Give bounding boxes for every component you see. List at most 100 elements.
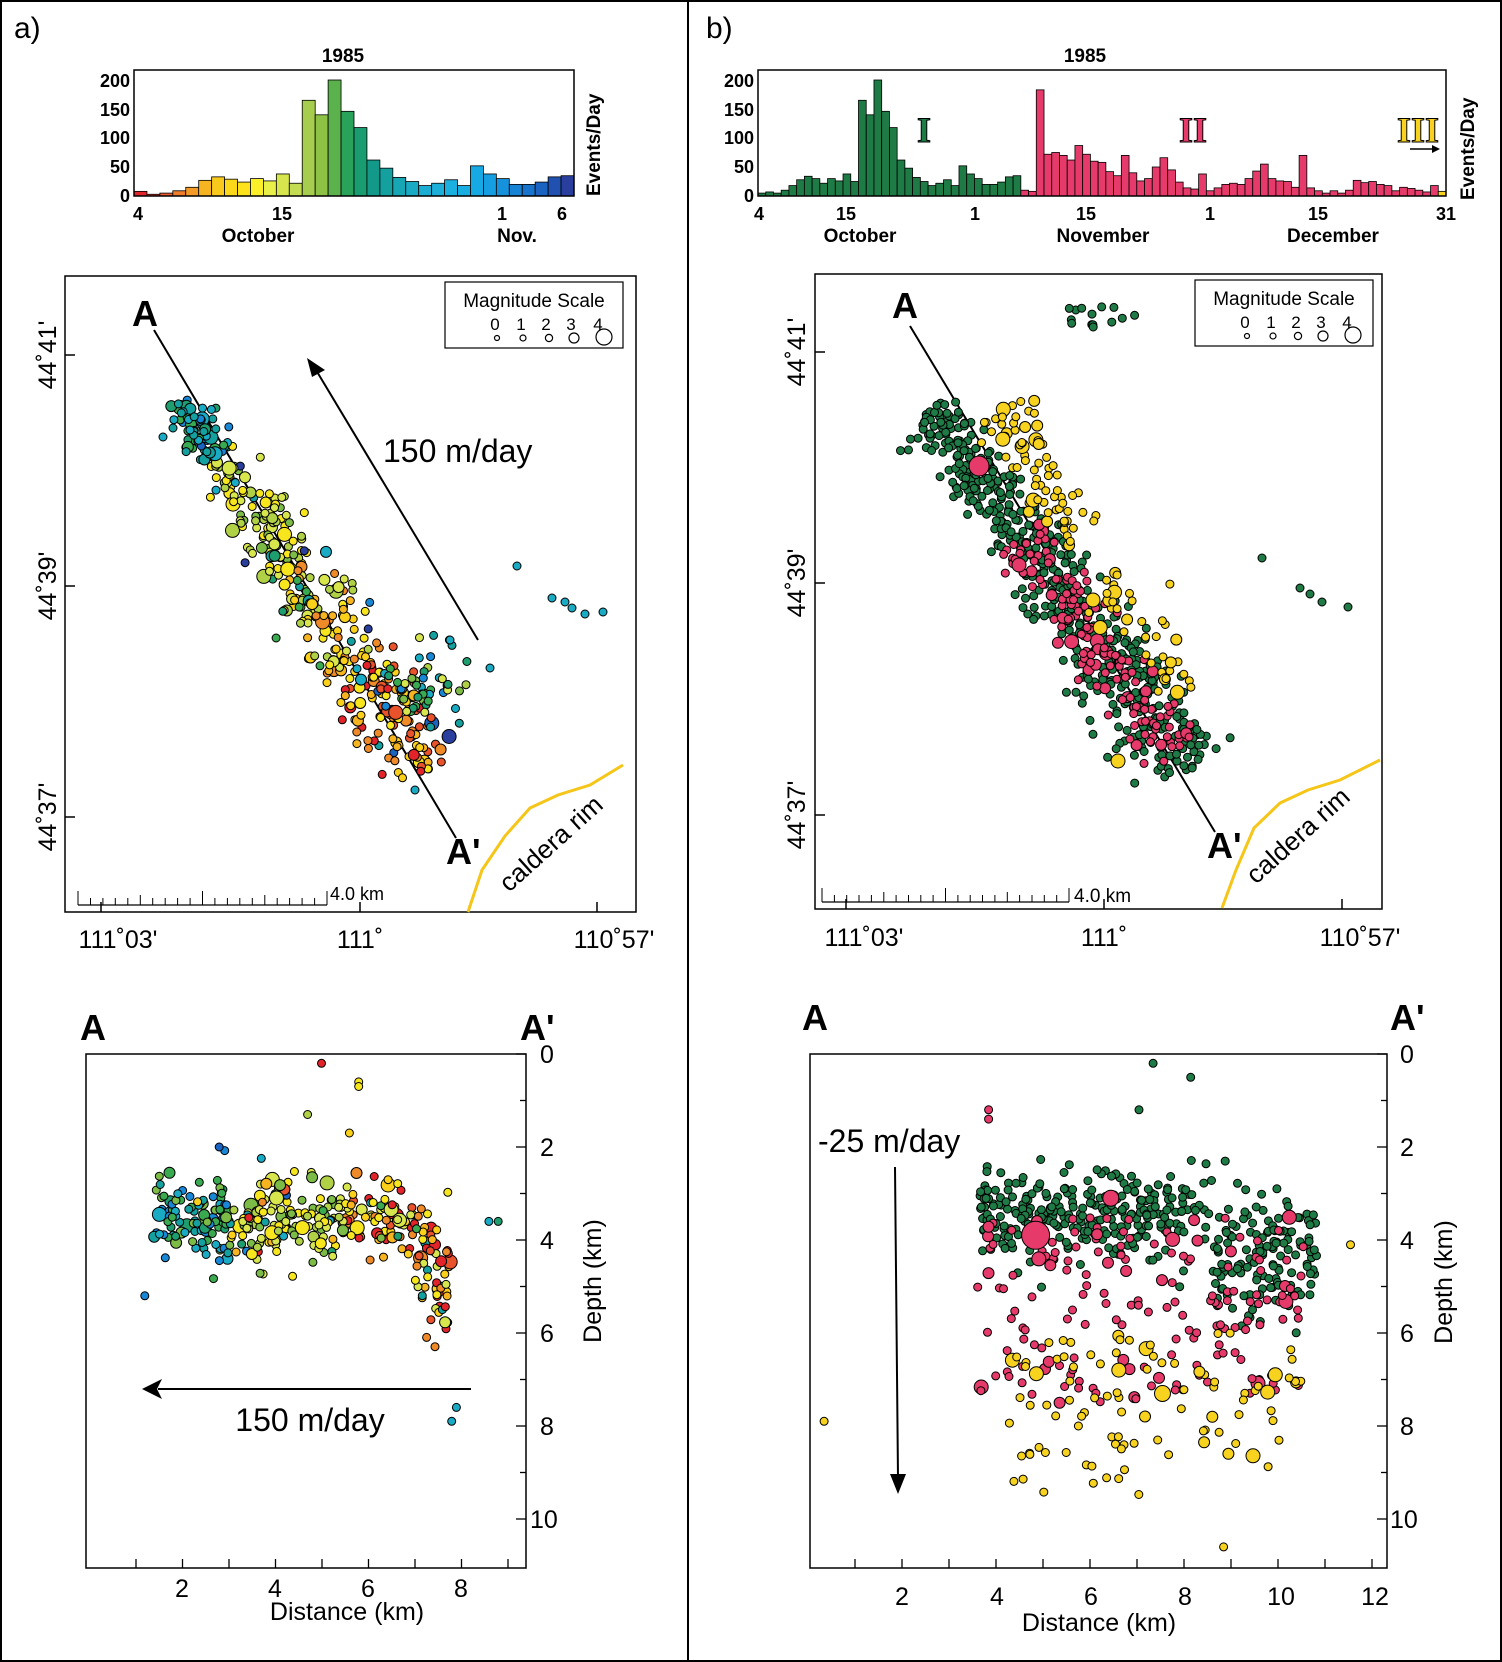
y-tick-label: 2 xyxy=(540,1134,554,1162)
event-dot xyxy=(339,656,349,666)
event-dot xyxy=(1165,768,1174,778)
event-dot xyxy=(1267,1367,1283,1383)
legend-title: Magnitude Scale xyxy=(1213,289,1355,310)
event-dot xyxy=(1052,486,1062,495)
section-label-a-prime: A' xyxy=(1390,997,1425,1038)
event-dot xyxy=(951,397,961,407)
event-dot xyxy=(1018,603,1028,613)
event-dot xyxy=(1068,523,1078,533)
event-dot xyxy=(1071,687,1081,697)
event-dot xyxy=(1021,593,1030,603)
event-dot xyxy=(418,1234,428,1244)
histogram-bar xyxy=(919,181,929,197)
event-dot xyxy=(1162,1302,1172,1312)
event-dot xyxy=(248,548,257,558)
event-dot xyxy=(1253,1236,1262,1246)
event-dot xyxy=(390,756,400,766)
histogram-a-ylabel: Events/Day xyxy=(584,93,605,196)
event-dot xyxy=(1241,1325,1251,1335)
histogram-bar xyxy=(508,183,523,197)
event-dot xyxy=(1119,1227,1128,1237)
event-dot xyxy=(1044,1259,1057,1272)
event-dot xyxy=(336,1224,349,1237)
event-dot xyxy=(1124,1215,1134,1224)
event-dot xyxy=(959,446,969,456)
event-dot xyxy=(303,618,313,628)
event-dot xyxy=(315,1194,325,1204)
event-dot xyxy=(1306,1279,1316,1289)
histogram-bar xyxy=(1252,170,1261,197)
histogram-bar xyxy=(803,175,813,197)
event-dot xyxy=(359,633,369,643)
event-dot xyxy=(1058,498,1068,508)
event-dot xyxy=(1223,1204,1233,1214)
event-dot xyxy=(944,443,954,453)
event-dot xyxy=(308,1257,318,1267)
event-dot xyxy=(299,546,309,556)
event-dot xyxy=(230,478,240,488)
event-dot xyxy=(1266,1283,1276,1293)
histogram-bar xyxy=(1430,185,1439,197)
event-dot xyxy=(1099,643,1109,653)
event-dot xyxy=(214,1256,224,1266)
event-dot xyxy=(1346,1240,1355,1250)
event-dot xyxy=(1011,1178,1021,1188)
event-dot xyxy=(1179,669,1189,679)
histogram-bar xyxy=(301,99,316,197)
event-dot xyxy=(1059,1352,1069,1362)
x-tick-label: 8 xyxy=(1178,1583,1192,1611)
event-dot xyxy=(1103,710,1113,720)
event-dot xyxy=(1102,1473,1112,1483)
event-dot xyxy=(1020,1325,1030,1335)
event-dot xyxy=(1130,721,1140,730)
event-dot xyxy=(1069,1362,1078,1372)
legend-value: 4 xyxy=(1342,313,1351,332)
event-dot xyxy=(255,452,265,462)
event-dot xyxy=(983,486,992,495)
event-dot xyxy=(986,547,996,557)
histogram-bar xyxy=(1391,190,1401,197)
event-dot xyxy=(265,566,274,576)
event-dot xyxy=(1005,490,1015,499)
event-dot xyxy=(1099,1288,1109,1298)
event-dot xyxy=(1071,1242,1081,1252)
event-dot xyxy=(1088,322,1098,332)
event-dot xyxy=(163,1166,176,1179)
event-dot xyxy=(1018,1474,1028,1484)
event-dot xyxy=(1048,461,1058,471)
velocity-arrow-map-a xyxy=(307,358,479,641)
event-dot xyxy=(1111,1348,1121,1358)
event-dot xyxy=(1236,1355,1246,1364)
histogram-bar xyxy=(889,127,898,197)
event-dot xyxy=(1248,1218,1258,1228)
histogram-bar xyxy=(1144,178,1153,197)
event-dot xyxy=(1108,597,1118,607)
event-dot xyxy=(1131,1394,1141,1404)
event-dot xyxy=(383,1175,393,1185)
lat-tick-label: 44˚39' xyxy=(34,552,62,621)
event-dot xyxy=(1260,1384,1276,1400)
event-dot xyxy=(1186,1156,1196,1165)
y-tick-label: 100 xyxy=(100,128,130,148)
event-dot xyxy=(1308,1210,1318,1220)
profile-label-a: A xyxy=(892,285,918,326)
event-dot xyxy=(983,1327,992,1337)
event-dot xyxy=(1253,1381,1263,1391)
event-dot xyxy=(1029,614,1039,624)
event-dot xyxy=(297,531,306,541)
event-dot xyxy=(982,1267,995,1280)
event-dot xyxy=(423,696,433,706)
event-dot xyxy=(1295,583,1305,593)
event-dot xyxy=(332,581,345,594)
histogram-bar xyxy=(1414,189,1424,197)
histogram-bar xyxy=(1290,186,1300,197)
event-dot xyxy=(1165,579,1175,589)
event-dot xyxy=(1141,650,1151,660)
event-dot xyxy=(211,424,221,434)
section-a-xticks: 2 4 6 8 xyxy=(175,1575,468,1603)
event-dot xyxy=(289,550,299,560)
event-dot xyxy=(1137,1195,1147,1205)
section-a-frame xyxy=(85,1053,527,1569)
event-dot xyxy=(277,526,292,542)
histogram-bar xyxy=(865,114,875,197)
